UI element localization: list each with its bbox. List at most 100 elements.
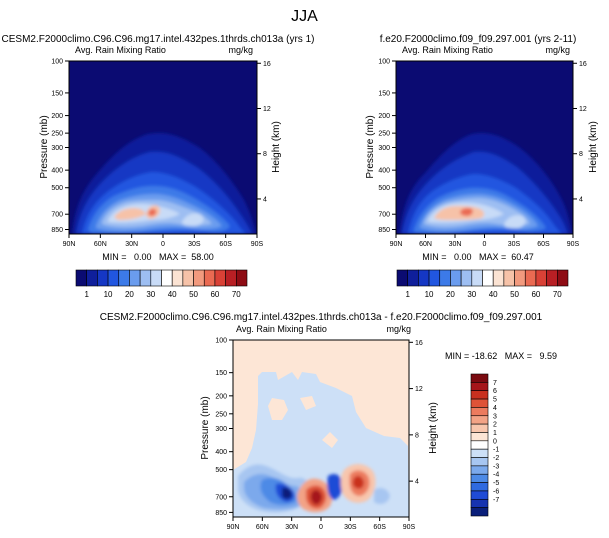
- colorbar-swatch: [503, 269, 515, 287]
- colorbar-swatch: [471, 269, 483, 287]
- y-tick-label: 500: [215, 467, 227, 474]
- y-tick-label: 250: [215, 411, 227, 418]
- colorbar-swatch: [470, 507, 489, 517]
- x-tick-label: 60S: [373, 524, 386, 531]
- y-tick-label: 850: [378, 227, 390, 234]
- panel-case: CESM2.F2000climo.C96.C96.mg17.intel.432p…: [2, 34, 315, 299]
- panel-case-ylabel: Pressure (mb): [39, 115, 50, 178]
- diff-contour-4: [322, 432, 338, 448]
- panel-diff-header: CESM2.F2000climo.C96.C96.mg17.intel.432p…: [100, 312, 543, 323]
- y-tick-label: 150: [378, 90, 390, 97]
- y-tick-label: 300: [215, 426, 227, 433]
- y-tick-label: 400: [215, 449, 227, 456]
- y-tick-label: 150: [215, 370, 227, 377]
- y-tick-label: 250: [378, 131, 390, 138]
- panel-case-axes: 100 150 200 250 300 400 500 700 850 16 12 8 4 90N 60N 3…: [51, 59, 271, 249]
- colorbar-swatch: [470, 482, 489, 492]
- panel-ref-y2label: Height (km): [588, 121, 599, 173]
- panel-ref: f.e20.F2000climo.f09_f09.297.001 (yrs 2-…: [365, 34, 599, 299]
- panel-case-field: [69, 61, 257, 234]
- colorbar-swatch: [470, 373, 489, 383]
- contour-level-9: [460, 208, 473, 216]
- colorbar-label: 1: [405, 290, 410, 299]
- y2-tick-label: 4: [579, 196, 583, 203]
- colorbar-swatch: [535, 269, 547, 287]
- panel-diff-ylabel: Pressure (mb): [200, 396, 211, 459]
- panel-case-colorbar: 1 10 20 30 40 50 60 70: [75, 269, 248, 299]
- colorbar-swatch: [203, 269, 216, 287]
- colorbar-swatch: [75, 269, 87, 287]
- colorbar-label: -7: [493, 497, 499, 504]
- colorbar-swatch: [470, 423, 489, 433]
- colorbar-swatch: [470, 448, 489, 458]
- x-tick-label: 90S: [567, 241, 580, 248]
- y2-tick-label: 4: [415, 479, 419, 486]
- x-tick-label: 30N: [449, 241, 462, 248]
- contour-level-10: [148, 208, 157, 216]
- colorbar-label: 3: [493, 413, 497, 420]
- colorbar-swatch: [225, 269, 237, 287]
- colorbar-label: 50: [510, 290, 519, 299]
- y2-tick-label: 12: [263, 106, 271, 113]
- colorbar-label: 4: [493, 405, 497, 412]
- colorbar-swatch: [524, 269, 537, 287]
- panel-case-y2label: Height (km): [271, 121, 282, 173]
- colorbar-label: -2: [493, 455, 499, 462]
- x-tick-label: 90N: [63, 241, 76, 248]
- x-tick-label: 60S: [219, 241, 232, 248]
- colorbar-swatch: [492, 269, 505, 287]
- y-tick-label: 700: [215, 494, 227, 501]
- colorbar-label: 40: [489, 290, 498, 299]
- panel-diff-y2label: Height (km): [428, 402, 439, 454]
- panel-diff-right-string: mg/kg: [386, 324, 411, 334]
- colorbar-swatch: [470, 465, 489, 475]
- panel-case-header: CESM2.F2000climo.C96.C96.mg17.intel.432p…: [2, 34, 315, 45]
- colorbar-swatch: [396, 269, 408, 287]
- colorbar-swatch: [129, 269, 141, 287]
- y2-tick-label: 16: [579, 61, 587, 68]
- colorbar-swatch: [470, 432, 489, 442]
- x-tick-label: 30S: [188, 241, 201, 248]
- colorbar-swatch: [236, 269, 248, 287]
- panel-diff: CESM2.F2000climo.C96.C96.mg17.intel.432p…: [100, 312, 557, 531]
- colorbar-swatch: [482, 269, 494, 287]
- panel-ref-field: [396, 61, 573, 234]
- colorbar-label: 40: [168, 290, 177, 299]
- panel-diff-minmax: MIN = -18.62 MAX = 9.59: [445, 351, 557, 361]
- colorbar-swatch: [470, 407, 489, 417]
- contour-level-11: [182, 213, 204, 226]
- colorbar-label: -5: [493, 480, 499, 487]
- x-tick-label: 0: [319, 524, 323, 531]
- colorbar-swatch: [418, 269, 430, 287]
- colorbar-swatch: [470, 382, 489, 392]
- colorbar-swatch: [107, 269, 120, 287]
- colorbar-label: -4: [493, 472, 499, 479]
- colorbar-swatch: [86, 269, 98, 287]
- contour-level-8: [114, 208, 146, 220]
- y-tick-label: 200: [51, 113, 63, 120]
- colorbar-swatch: [470, 415, 489, 425]
- x-tick-label: 60S: [537, 241, 550, 248]
- y-tick-label: 200: [215, 393, 227, 400]
- diff-contour-17: [374, 488, 390, 504]
- colorbar-swatch: [470, 440, 489, 450]
- panel-diff-colorbar: 76 543 210 -1-2-3 -4-5-6 -7: [470, 373, 499, 517]
- panel-diff-axes: 100 150 200 250 300 400 500 700 850 16 12 8 4 90N 60N 3…: [215, 338, 423, 532]
- panel-case-right-string: mg/kg: [228, 45, 253, 55]
- x-tick-label: 30S: [344, 524, 357, 531]
- x-tick-label: 90N: [390, 241, 403, 248]
- colorbar-swatch: [161, 269, 173, 287]
- colorbar-label: 2: [493, 422, 497, 429]
- panel-diff-left-string: Avg. Rain Mixing Ratio: [236, 324, 327, 334]
- x-tick-label: 0: [161, 241, 165, 248]
- x-tick-label: 90S: [403, 524, 416, 531]
- panel-case-left-string: Avg. Rain Mixing Ratio: [75, 45, 166, 55]
- y-tick-label: 300: [51, 145, 63, 152]
- colorbar-swatch: [439, 269, 451, 287]
- colorbar-label: 60: [531, 290, 540, 299]
- colorbar-swatch: [546, 269, 558, 287]
- x-tick-label: 60N: [94, 241, 107, 248]
- x-tick-label: 30N: [125, 241, 138, 248]
- colorbar-swatch: [150, 269, 162, 287]
